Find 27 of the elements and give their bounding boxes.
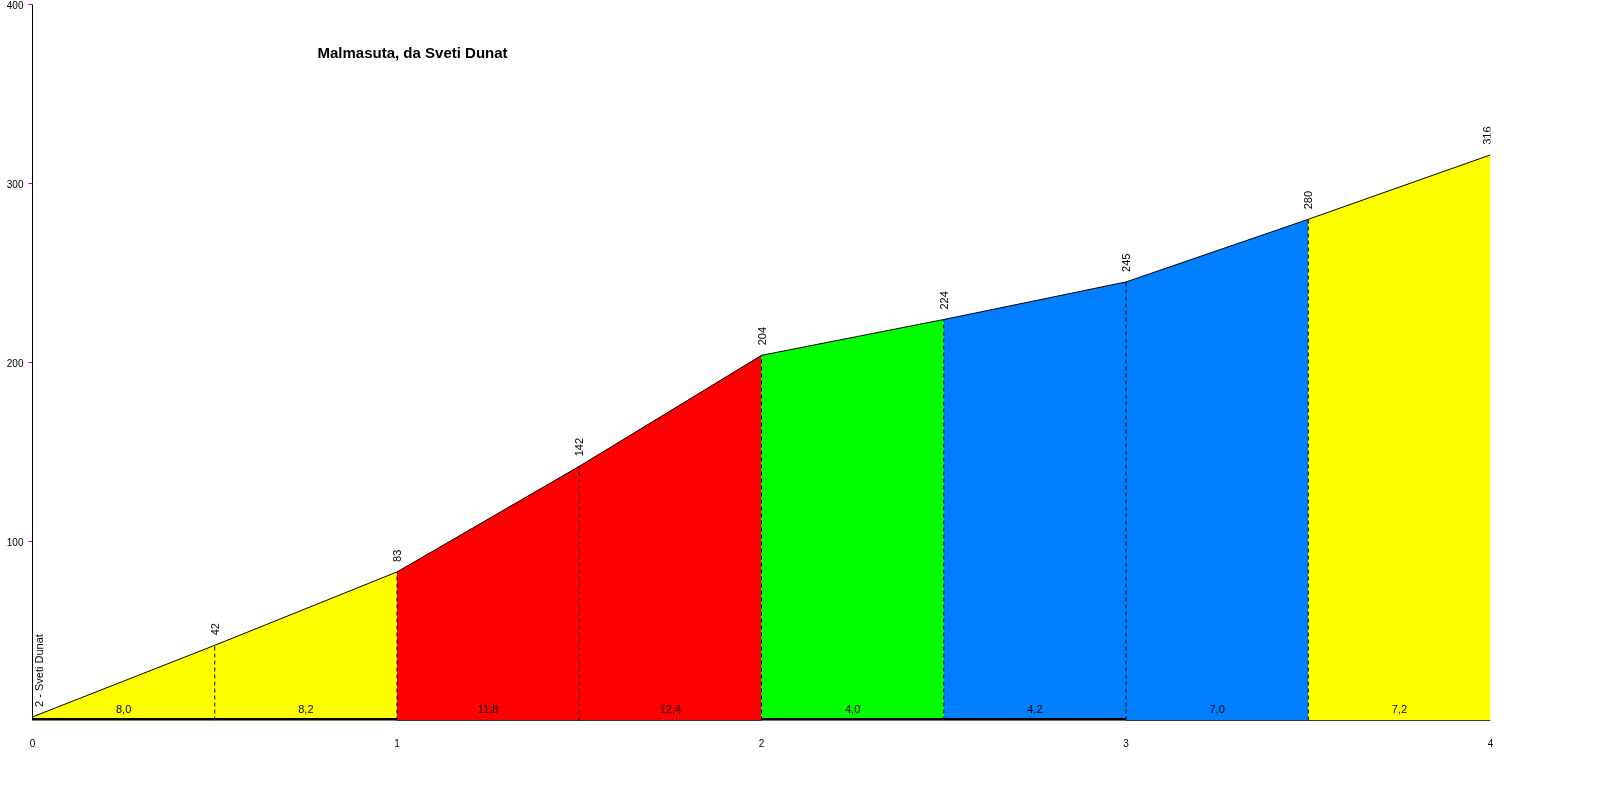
annotation: 8,0 [115, 702, 132, 715]
x-tick-label: 0 [29, 737, 36, 749]
y-tick-label: 300 [6, 178, 24, 190]
data-label: 245 [1120, 253, 1132, 272]
y-tick-label: 200 [6, 357, 24, 369]
annotation: 11,8 [477, 702, 499, 715]
data-label: 316 [1480, 126, 1493, 145]
data-label: 83 [391, 549, 403, 562]
text: Malmasuta, da Sveti Dunat [317, 43, 508, 61]
data-label: 204 [755, 326, 768, 346]
y-tick-label: 100 [6, 536, 24, 548]
data-label: 42 [208, 623, 221, 636]
annotation: 8,2 [298, 702, 314, 715]
data-label: 280 [1302, 190, 1315, 210]
x-tick-label: 1 [394, 737, 401, 749]
x-tick-label: 2 [758, 737, 765, 749]
annotation: 4,2 [1027, 702, 1043, 715]
data-label: 224 [937, 291, 950, 310]
data-label: 2 - Sveti Dunat [32, 634, 45, 707]
annotation: 12,4 [659, 702, 682, 715]
annotation: 7,2 [1391, 702, 1408, 715]
data-label: 142 [573, 437, 586, 457]
annotation: 4,0 [844, 702, 861, 715]
y-tick-label: 400 [6, 0, 24, 11]
annotation: 7,0 [1209, 702, 1225, 715]
x-tick-label: 3 [1123, 737, 1130, 749]
x-tick-label: 4 [1487, 737, 1494, 749]
